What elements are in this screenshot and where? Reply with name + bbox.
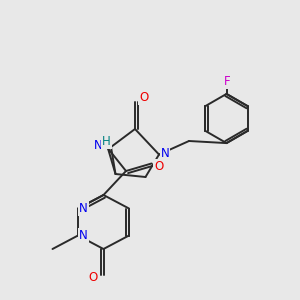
Text: O: O — [88, 271, 98, 284]
Text: N: N — [94, 139, 103, 152]
Text: N: N — [79, 202, 88, 215]
Text: N: N — [79, 229, 88, 242]
Text: N: N — [160, 146, 169, 160]
Text: O: O — [140, 91, 148, 104]
Text: O: O — [154, 160, 164, 173]
Text: H: H — [102, 135, 111, 148]
Text: F: F — [224, 75, 230, 88]
